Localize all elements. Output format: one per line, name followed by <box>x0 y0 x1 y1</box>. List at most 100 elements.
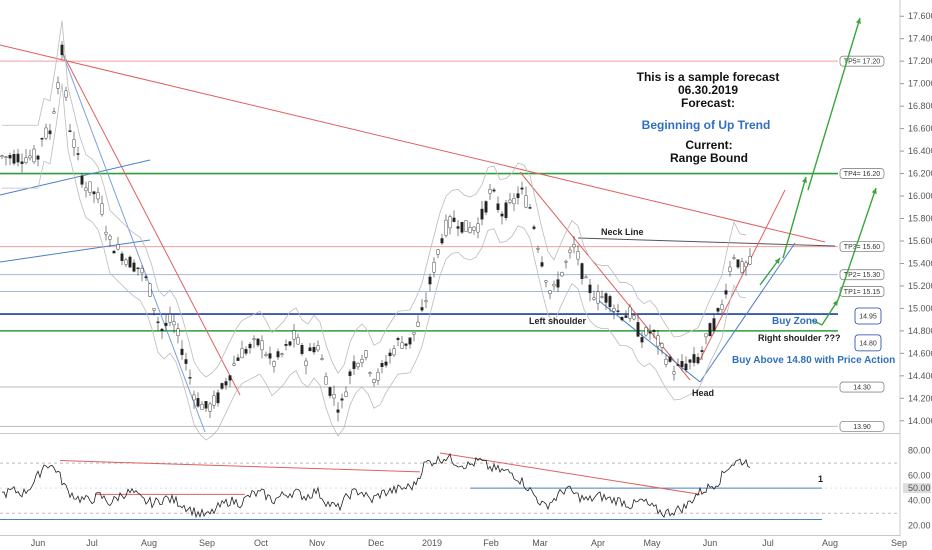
candle-down <box>480 208 484 220</box>
candle-up <box>28 155 32 159</box>
candle-up <box>632 315 636 320</box>
candle-up <box>372 379 376 383</box>
candle-down <box>244 349 248 354</box>
candle-up <box>468 227 472 233</box>
blue-trend-2 <box>0 239 151 263</box>
candle-up <box>568 249 572 253</box>
candle-up <box>88 181 92 193</box>
rsi-panel: 20.00 40.00 60.00 80.00 50.00 <box>0 446 931 531</box>
candle-down <box>80 175 84 185</box>
time-tick-label: Jul <box>86 538 98 548</box>
candle-down <box>540 262 544 267</box>
candle-down <box>692 354 696 363</box>
candle-up <box>544 280 548 283</box>
level-tag <box>839 381 885 393</box>
candle-down <box>700 350 704 352</box>
candle-up <box>292 330 296 340</box>
candle-up <box>72 139 76 148</box>
candle-down <box>16 153 20 163</box>
band-upper <box>2 20 747 378</box>
candle-up <box>200 404 204 410</box>
rsi-marker-1: 1 <box>818 474 823 484</box>
arrow-3-tail <box>811 319 823 326</box>
candle-down <box>136 267 140 270</box>
candle-down <box>648 331 652 334</box>
bottom-divider <box>0 535 900 536</box>
candle-down <box>484 201 488 213</box>
arrow-2-head <box>802 177 808 183</box>
time-tick-label: Jun <box>31 538 46 548</box>
candle-up <box>612 308 616 312</box>
candle-down <box>248 343 252 349</box>
arrow-2 <box>782 176 807 259</box>
candle-up <box>536 248 540 250</box>
candle-up <box>140 268 144 274</box>
candle-down <box>440 238 444 244</box>
candle-down <box>60 44 64 56</box>
candle-up <box>252 338 256 340</box>
candle-down <box>452 217 456 222</box>
candle-down <box>8 155 12 159</box>
candle-down <box>188 377 192 379</box>
price-tick-label: 14.400 <box>908 371 932 381</box>
level-tag-text: TP3= 15.60 <box>844 244 880 251</box>
candle-down <box>348 371 352 376</box>
level-tag <box>854 307 882 325</box>
candle-up <box>264 354 268 356</box>
rsi-tick-label: 60.00 <box>908 471 931 481</box>
candle-up <box>720 304 724 310</box>
candle-down <box>384 361 388 366</box>
price-tick-label: 15.200 <box>908 281 932 291</box>
candle-up <box>548 290 552 294</box>
candle-down <box>652 329 656 332</box>
candle-down <box>180 348 184 355</box>
candle-down <box>528 207 532 209</box>
candle-up <box>444 219 448 236</box>
candle-up <box>296 337 300 345</box>
candle-up <box>400 342 404 349</box>
candle-up <box>232 363 236 366</box>
candle-up <box>0 155 4 158</box>
candle-up <box>436 249 440 255</box>
level-tag <box>839 241 885 252</box>
price-tick-label: 15.400 <box>908 258 932 268</box>
candle-up <box>748 256 752 265</box>
price-tick-label: 14.800 <box>908 326 932 336</box>
candle-up <box>208 403 212 412</box>
candle-down <box>288 341 292 346</box>
candle-up <box>744 262 748 268</box>
time-tick-label: Aug <box>141 538 157 548</box>
level-tag <box>839 168 885 179</box>
candle-down <box>300 345 304 354</box>
candle-up <box>508 199 512 203</box>
arrow-3-head <box>832 300 838 306</box>
level-tag-text: 13.90 <box>853 424 871 431</box>
candle-up <box>44 127 48 139</box>
blue-trend-1 <box>0 159 151 196</box>
candle-down <box>428 276 432 285</box>
grid <box>0 0 901 536</box>
candle-up <box>280 353 284 355</box>
candle-up <box>360 359 364 363</box>
arrow-1-head <box>774 258 780 264</box>
candle-up <box>476 223 480 233</box>
candle-down <box>688 359 692 363</box>
candle-down <box>404 343 408 346</box>
neck-line-label: Neck Line <box>601 227 644 237</box>
candle-down <box>500 213 504 217</box>
candle-down <box>724 290 728 295</box>
candle-down <box>380 363 384 367</box>
candle-up <box>564 261 568 263</box>
time-tick-label: Sep <box>891 538 907 548</box>
head-label: Head <box>692 388 714 398</box>
level-tag <box>839 55 885 67</box>
candle-up <box>600 296 604 298</box>
candle-up <box>332 394 336 399</box>
arrow-5 <box>807 17 861 191</box>
candle-down <box>36 155 40 160</box>
candle-down <box>48 130 52 135</box>
candle-down <box>12 154 16 164</box>
candle-up <box>116 244 120 250</box>
candle-up <box>412 332 416 335</box>
